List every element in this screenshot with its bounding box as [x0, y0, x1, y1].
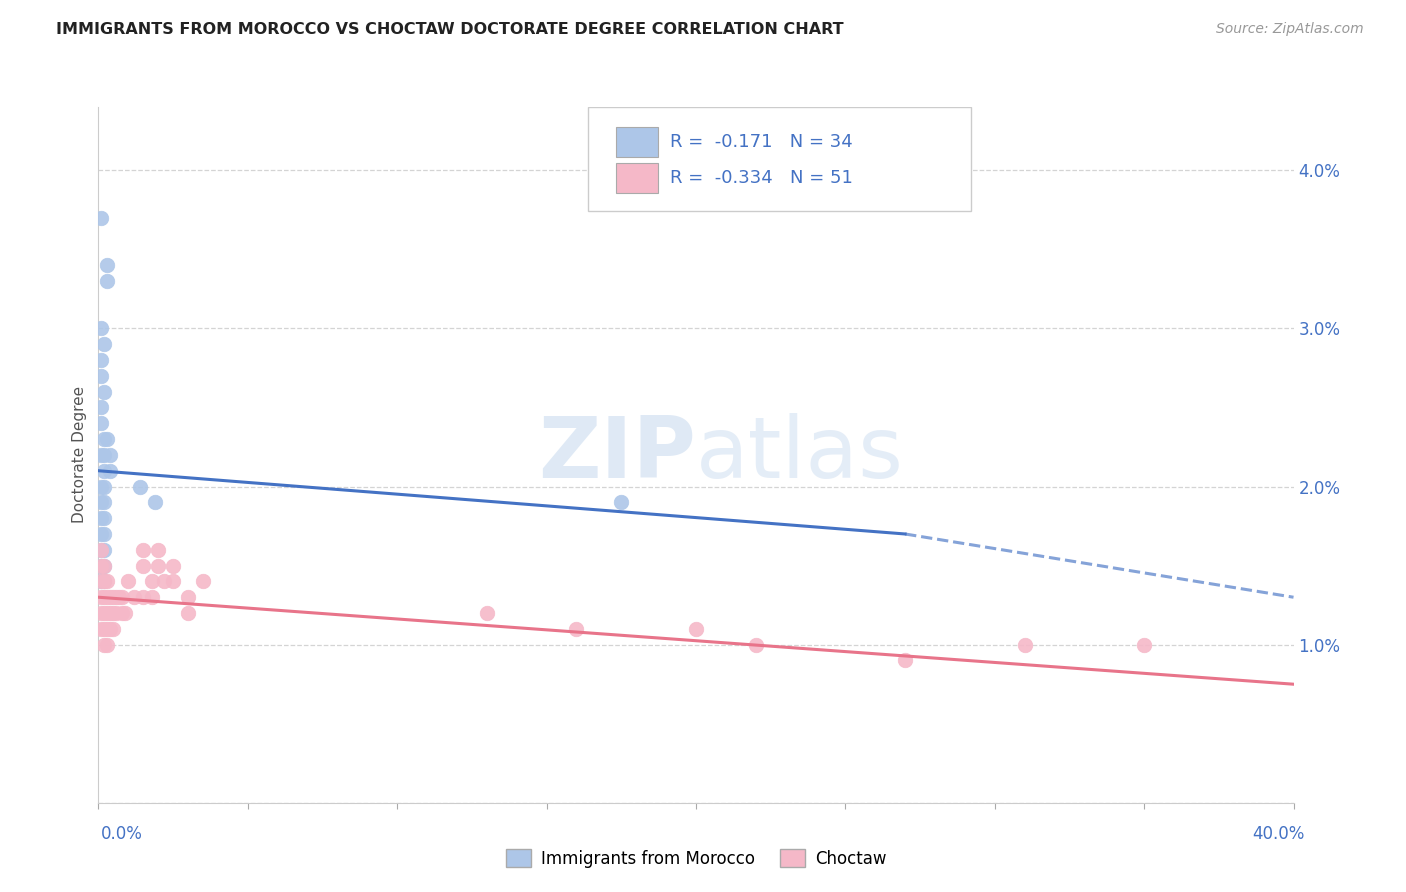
- Point: [90, 368, 112, 383]
- Text: Source: ZipAtlas.com: Source: ZipAtlas.com: [1216, 22, 1364, 37]
- Point: [610, 495, 633, 509]
- Point: [90, 479, 112, 493]
- Point: [96, 258, 118, 272]
- Point: [93, 479, 115, 493]
- Point: [93, 574, 115, 589]
- Text: IMMIGRANTS FROM MOROCCO VS CHOCTAW DOCTORATE DEGREE CORRELATION CHART: IMMIGRANTS FROM MOROCCO VS CHOCTAW DOCTO…: [56, 22, 844, 37]
- Point: [90, 574, 112, 589]
- Point: [177, 591, 200, 605]
- Text: 40.0%: 40.0%: [1253, 825, 1305, 843]
- FancyBboxPatch shape: [616, 162, 658, 194]
- Point: [93, 558, 115, 573]
- Point: [148, 558, 170, 573]
- Point: [90, 542, 112, 557]
- Point: [132, 542, 155, 557]
- Text: ZIP: ZIP: [538, 413, 696, 497]
- Point: [191, 574, 214, 589]
- Text: 0.0%: 0.0%: [101, 825, 143, 843]
- Point: [90, 401, 112, 415]
- Point: [93, 337, 115, 351]
- Text: R =  -0.334   N = 51: R = -0.334 N = 51: [669, 169, 852, 187]
- Point: [148, 542, 170, 557]
- Point: [93, 495, 115, 509]
- Point: [162, 574, 184, 589]
- Point: [745, 638, 768, 652]
- Point: [90, 558, 112, 573]
- Point: [143, 495, 166, 509]
- Point: [93, 574, 115, 589]
- Point: [103, 622, 125, 636]
- Text: R =  -0.171   N = 34: R = -0.171 N = 34: [669, 133, 852, 151]
- Point: [90, 527, 112, 541]
- Point: [93, 622, 115, 636]
- Point: [153, 574, 176, 589]
- Point: [93, 558, 115, 573]
- Point: [90, 448, 112, 462]
- Point: [93, 606, 115, 620]
- Point: [96, 606, 118, 620]
- Point: [93, 464, 115, 478]
- Point: [103, 606, 125, 620]
- Point: [90, 591, 112, 605]
- Point: [98, 591, 122, 605]
- FancyBboxPatch shape: [588, 107, 970, 211]
- Point: [132, 591, 155, 605]
- Point: [98, 448, 122, 462]
- Point: [90, 417, 112, 431]
- Point: [90, 574, 112, 589]
- Point: [103, 591, 125, 605]
- Point: [96, 591, 118, 605]
- Point: [90, 542, 112, 557]
- Point: [90, 606, 112, 620]
- Point: [93, 591, 115, 605]
- Point: [177, 606, 200, 620]
- Point: [90, 321, 112, 335]
- Point: [141, 591, 163, 605]
- Point: [96, 274, 118, 288]
- Point: [111, 591, 134, 605]
- Point: [1133, 638, 1156, 652]
- Point: [105, 606, 128, 620]
- Y-axis label: Doctorate Degree: Doctorate Degree: [72, 386, 87, 524]
- Point: [98, 622, 122, 636]
- Point: [117, 574, 139, 589]
- Point: [162, 558, 184, 573]
- Point: [96, 574, 118, 589]
- Point: [93, 511, 115, 525]
- Point: [141, 574, 163, 589]
- Point: [90, 495, 112, 509]
- Point: [111, 606, 134, 620]
- Point: [98, 464, 122, 478]
- Point: [96, 622, 118, 636]
- Point: [124, 591, 146, 605]
- Point: [1014, 638, 1036, 652]
- Point: [96, 432, 118, 446]
- Point: [90, 353, 112, 368]
- Point: [90, 511, 112, 525]
- Point: [105, 591, 128, 605]
- Point: [108, 591, 131, 605]
- Point: [93, 527, 115, 541]
- Point: [90, 558, 112, 573]
- Point: [93, 384, 115, 399]
- Legend: Immigrants from Morocco, Choctaw: Immigrants from Morocco, Choctaw: [499, 842, 893, 874]
- FancyBboxPatch shape: [616, 127, 658, 157]
- Point: [114, 606, 136, 620]
- Point: [96, 638, 118, 652]
- Point: [90, 622, 112, 636]
- Point: [93, 638, 115, 652]
- Point: [132, 558, 155, 573]
- Point: [98, 606, 122, 620]
- Point: [475, 606, 498, 620]
- Point: [90, 211, 112, 225]
- Point: [93, 542, 115, 557]
- Point: [129, 479, 152, 493]
- Point: [93, 448, 115, 462]
- Point: [685, 622, 707, 636]
- Text: atlas: atlas: [696, 413, 904, 497]
- Point: [93, 432, 115, 446]
- Point: [894, 653, 917, 667]
- Point: [565, 622, 588, 636]
